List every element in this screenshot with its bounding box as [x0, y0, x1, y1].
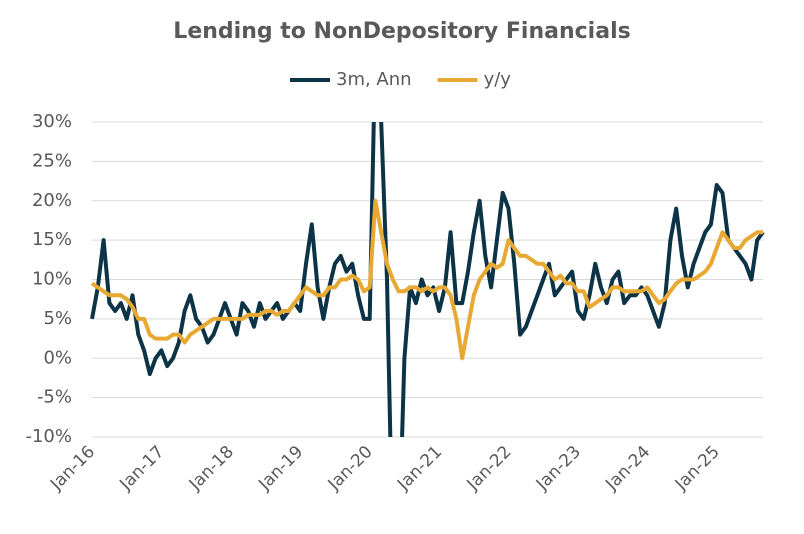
chart-title: Lending to NonDepository Financials [173, 19, 630, 44]
x-tick-label: Jan-24 [601, 442, 654, 495]
y-tick-label: -5% [37, 387, 72, 408]
plot-area [90, 122, 765, 437]
y-tick-label: -10% [25, 426, 72, 447]
x-tick-label: Jan-17 [115, 442, 168, 495]
x-tick-label: Jan-19 [254, 442, 307, 495]
x-tick-label: Jan-18 [185, 442, 238, 495]
x-tick-label: Jan-21 [393, 442, 446, 495]
series-line [90, 122, 765, 437]
x-tick-label: Jan-22 [463, 442, 516, 495]
x-tick-label: Jan-20 [324, 442, 377, 495]
y-tick-label: 5% [43, 308, 72, 329]
y-tick-label: 15% [32, 229, 72, 250]
y-tick-label: 30% [32, 111, 72, 132]
x-tick-label: Jan-16 [46, 442, 99, 495]
series-line [90, 198, 763, 361]
legend-label: y/y [484, 69, 512, 90]
legend-label: 3m, Ann [336, 69, 412, 90]
y-tick-label: 0% [43, 347, 72, 368]
y-tick-label: 10% [32, 269, 72, 290]
x-tick-label: Jan-25 [671, 442, 724, 495]
y-tick-label: 25% [32, 150, 72, 171]
y-tick-label: 20% [32, 190, 72, 211]
x-tick-label: Jan-23 [532, 442, 585, 495]
